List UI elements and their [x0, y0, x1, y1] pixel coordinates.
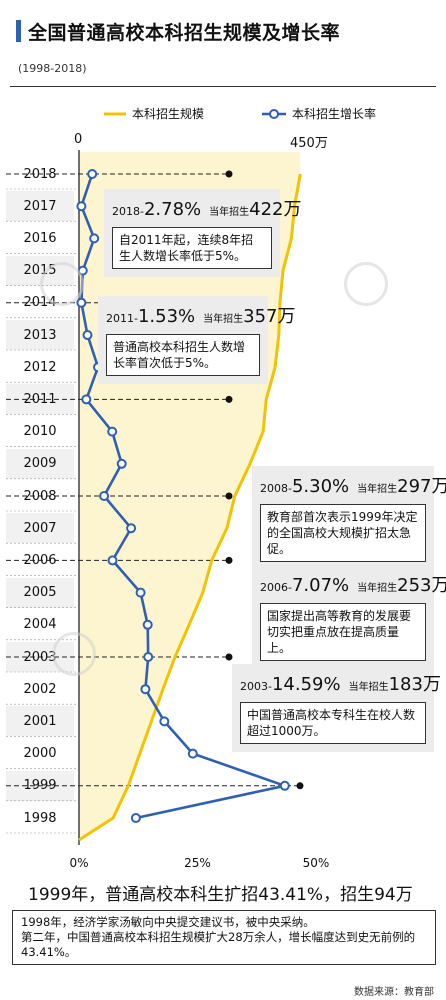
highlight-dot-2011 [225, 395, 233, 403]
bottom-tick-label: 25% [184, 856, 211, 870]
year-label-2009: 2009 [6, 448, 74, 479]
top-axis-max: 450万 [290, 136, 328, 151]
year-label-2000: 2000 [23, 746, 57, 762]
rate-point-2003 [143, 652, 154, 662]
legend-scale-label: 本科招生规模 [132, 107, 205, 121]
annotation-rate: 7.07% [291, 575, 350, 596]
legend-scale-swatch [104, 112, 126, 115]
bottom-headline: 1999年，普通高校本科生扩招43.41%，招生94万 [28, 885, 413, 905]
title-accent-bar [16, 20, 21, 42]
year-label-2016: 2016 [23, 230, 57, 246]
highlight-dot-2003 [225, 653, 233, 661]
annotation-2008: 2008- 5.30% 当年招生 297万 教育部首次表示1999年决定的全国高… [252, 466, 446, 570]
highlight-dot-1999 [296, 782, 304, 790]
watermark-logo [52, 632, 96, 676]
annotation-students: 183万 [388, 674, 441, 695]
bottom-note-line: 第二年，中国普通高校本科招生规模扩大28万余人，增长幅度达到史无前例的43.41… [21, 930, 416, 959]
scale-line [78, 173, 302, 842]
year-label-2007: 2007 [6, 513, 74, 544]
legend-rate: 本科招生增长率 [262, 105, 376, 122]
bottom-note: 1998年，经济学家汤敏向中央提交建议书，被中央采纳。 第二年，中国普通高校本科… [12, 910, 436, 965]
annotation-year: 2011- [106, 312, 138, 325]
rate-point-2011 [81, 394, 92, 405]
year-label-2013: 2013 [6, 320, 74, 350]
annotation-rate: 2.78% [143, 199, 202, 220]
title-divider [10, 86, 436, 87]
rate-point-2010 [107, 426, 118, 437]
bottom-note-line: 1998年，经济学家汤敏向中央提交建议书，被中央采纳。 [21, 915, 315, 929]
annotation-students: 253万 [397, 575, 446, 596]
annotation-text: 教育部首次表示1999年决定的全国高校大规模扩招太急促。 [260, 504, 426, 562]
annotation-students: 297万 [397, 476, 446, 497]
data-source: 数据来源：教育部 [354, 987, 434, 998]
annotation-students-label: 当年招生 [357, 484, 398, 495]
legend-rate-label: 本科招生增长率 [292, 107, 377, 121]
bottom-tick-label: 0% [69, 856, 89, 870]
rate-point-2018 [87, 169, 98, 179]
year-label-2002: 2002 [23, 681, 57, 697]
annotation-text: 国家提出高等教育的发展要切实把重点放在提高质量上。 [260, 603, 426, 661]
annotation-year: 2006- [260, 581, 292, 594]
annotation-rate: 14.59% [271, 674, 341, 695]
page-subtitle: (1998-2018) [18, 62, 87, 75]
annotation-2003: 2003- 14.59% 当年招生 183万 中国普通高校本专科生在校人数超过1… [232, 664, 441, 752]
rate-point-2016 [89, 233, 100, 244]
annotation-students-label: 当年招生 [357, 583, 398, 594]
annotation-students-label: 当年招生 [209, 207, 250, 218]
annotation-2006: 2006- 7.07% 当年招生 253万 国家提出高等教育的发展要切实把重点放… [252, 565, 446, 669]
annotation-students-label: 当年招生 [348, 682, 389, 693]
top-axis-min: 0 [74, 132, 83, 147]
annotation-year: 2018- [112, 205, 144, 218]
bottom-tick-label: 50% [302, 856, 330, 870]
annotation-students-label: 当年招生 [203, 314, 244, 325]
annotation-2018: 2018- 2.78% 当年招生 422万 自2011年起，连续8年招生人数增长… [104, 189, 302, 277]
year-label-1998: 1998 [23, 810, 57, 826]
rate-point-2005 [135, 587, 146, 598]
rate-point-2013 [82, 330, 93, 340]
rate-point-2007 [126, 523, 137, 534]
annotation-students: 422万 [249, 199, 302, 220]
annotation-2011: 2011- 1.53% 当年招生 357万 普通高校本科招生人数增长率首次低于5… [98, 296, 296, 384]
page-title: 全国普通高校本科招生规模及增长率 [28, 22, 341, 44]
annotation-year: 2003- [240, 680, 272, 693]
watermark-logo [40, 262, 84, 306]
rate-point-2001 [159, 716, 170, 727]
legend-scale: 本科招生规模 [104, 105, 204, 122]
year-label-2017: 2017 [6, 191, 74, 222]
annotation-rate: 5.30% [291, 476, 350, 497]
highlight-dot-2006 [225, 556, 233, 564]
rate-point-2006 [107, 555, 118, 566]
annotation-text: 普通高校本科招生人数增长率首次低于5%。 [106, 334, 260, 376]
annotation-text: 中国普通高校本专科生在校人数超过1000万。 [240, 702, 426, 744]
rate-point-2000 [187, 748, 198, 759]
year-label-2012: 2012 [23, 359, 57, 375]
rate-point-1998 [130, 813, 141, 823]
highlight-dot-2008 [225, 492, 233, 500]
rate-point-2002 [140, 684, 151, 695]
rate-point-2004 [142, 619, 153, 630]
rate-point-2014 [76, 297, 87, 308]
annotation-text: 自2011年起，连续8年招生人数增长率低于5%。 [112, 227, 272, 269]
rate-point-2008 [99, 491, 110, 501]
year-label-2005: 2005 [6, 577, 74, 608]
watermark-logo [344, 262, 388, 306]
annotation-year: 2008- [260, 482, 292, 495]
legend-rate-swatch [262, 108, 286, 119]
year-label-2004: 2004 [23, 617, 57, 633]
rate-point-1999 [279, 780, 290, 791]
rate-point-2017 [76, 201, 87, 212]
annotation-students: 357万 [243, 306, 296, 327]
annotation-rate: 1.53% [137, 306, 196, 327]
year-label-2001: 2001 [6, 706, 74, 737]
rate-point-2009 [116, 458, 127, 469]
year-label-2010: 2010 [23, 424, 57, 440]
highlight-dot-2018 [225, 170, 233, 178]
